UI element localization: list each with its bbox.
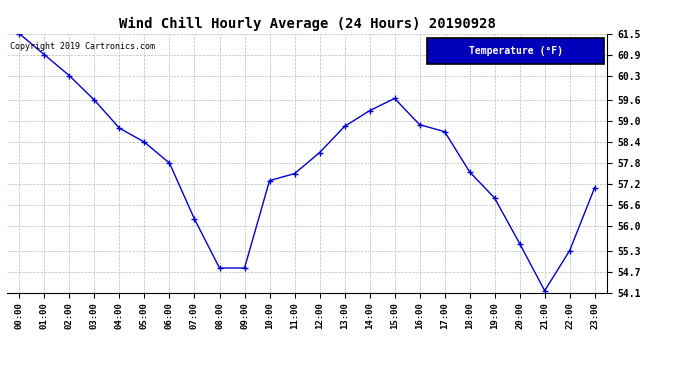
Text: Copyright 2019 Cartronics.com: Copyright 2019 Cartronics.com — [10, 42, 155, 51]
Text: Temperature (°F): Temperature (°F) — [469, 46, 562, 56]
Title: Wind Chill Hourly Average (24 Hours) 20190928: Wind Chill Hourly Average (24 Hours) 201… — [119, 17, 495, 31]
FancyBboxPatch shape — [427, 38, 604, 63]
